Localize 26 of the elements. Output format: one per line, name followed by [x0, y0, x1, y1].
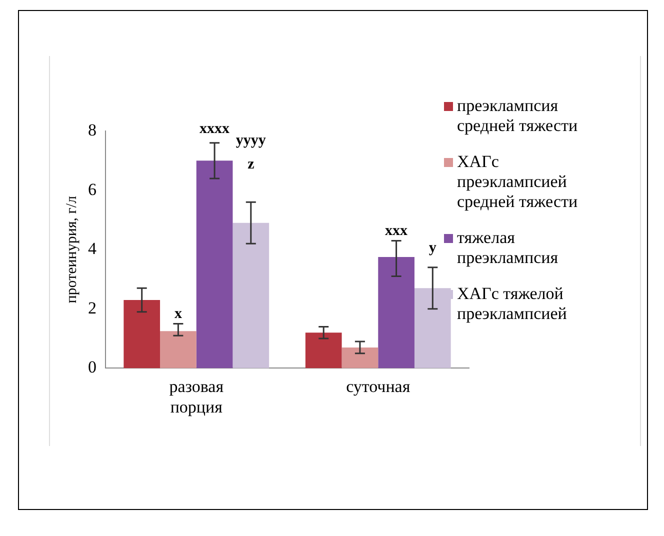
legend-label: ХАГс тяжелой преэклампсией: [457, 284, 568, 324]
annotation: xxx: [385, 223, 408, 240]
legend-label: преэклампсия средней тяжести: [457, 96, 579, 136]
bar: [378, 257, 414, 368]
x-tick-label: разовая порция: [169, 376, 224, 416]
bar: [232, 222, 270, 368]
annotation: yyyy: [236, 132, 266, 149]
annotation: x: [174, 306, 182, 322]
bar: [124, 300, 160, 368]
annotation: z: [248, 156, 255, 173]
annotation: y: [428, 240, 437, 256]
annotation: xxxx: [200, 121, 230, 138]
bar: [160, 331, 196, 368]
legend-label: тяжелая преэклампсия: [457, 228, 560, 268]
y-tick-label: 2: [88, 298, 96, 318]
y-tick-label: 0: [88, 358, 96, 377]
y-tick-label: 6: [88, 180, 96, 199]
bar: [414, 288, 451, 368]
y-tick-label: 8: [88, 120, 96, 140]
bar: [196, 160, 233, 368]
y-axis-title: протеинурия, г/л: [64, 195, 80, 304]
bar: [305, 332, 342, 368]
x-tick-label: суточная: [346, 376, 410, 396]
legend-label: ХАГс преэклампсией средней тяжести: [457, 152, 579, 212]
y-tick-label: 4: [88, 239, 97, 258]
bar: [342, 347, 378, 368]
